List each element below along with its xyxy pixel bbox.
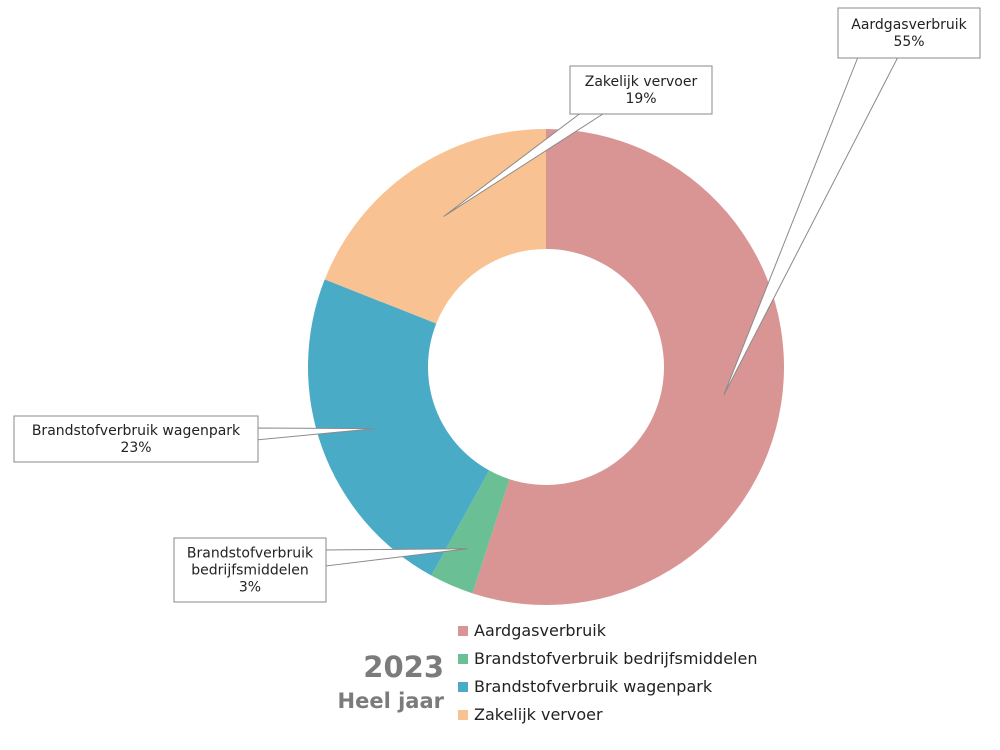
legend-label-brandstofverbruik-bedrijfsmiddelen: Brandstofverbruik bedrijfsmiddelen <box>474 649 757 668</box>
legend-label-zakelijk-vervoer: Zakelijk vervoer <box>474 705 603 724</box>
slice-aardgasverbruik <box>472 129 784 605</box>
legend-swatch-brandstofverbruik-wagenpark <box>458 682 468 692</box>
callout-value-zakelijk-vervoer: 19% <box>625 91 656 107</box>
legend-swatch-zakelijk-vervoer <box>458 710 468 720</box>
legend: Aardgasverbruik Brandstofverbruik bedrijf… <box>458 621 757 724</box>
callout-label-brandstofverbruik-wagenpark: Brandstofverbruik wagenpark <box>32 423 241 439</box>
callout-label-brandstofverbruik-bedrijfsmiddelen: Brandstofverbruik <box>187 546 314 562</box>
legend-swatch-brandstofverbruik-bedrijfsmiddelen <box>458 654 468 664</box>
callout-value-brandstofverbruik-wagenpark: 23% <box>120 440 151 456</box>
slice-zakelijk-vervoer <box>324 129 546 324</box>
callout-box-brandstofverbruik-bedrijfsmiddelen <box>173 537 327 603</box>
callout-box-aardgasverbruik <box>837 7 981 59</box>
callout-box-brandstofverbruik-wagenpark <box>13 415 259 463</box>
callout-value-brandstofverbruik-bedrijfsmiddelen: 3% <box>239 580 261 596</box>
callout-label-zakelijk-vervoer: Zakelijk vervoer <box>585 74 698 90</box>
period-label: Heel jaar <box>338 689 445 713</box>
donut-slices <box>308 129 784 605</box>
legend-label-aardgasverbruik: Aardgasverbruik <box>474 621 607 640</box>
slice-brandstofverbruik-wagenpark <box>308 279 490 576</box>
period-year: 2023 <box>363 650 444 684</box>
callout-pointer-aardgasverbruik <box>723 56 899 396</box>
callout-label-aardgasverbruik: Aardgasverbruik <box>851 17 967 33</box>
slice-brandstofverbruik-bedrijfsmiddelen <box>431 470 510 594</box>
legend-label-brandstofverbruik-wagenpark: Brandstofverbruik wagenpark <box>474 677 713 696</box>
legend-swatch-aardgasverbruik <box>458 626 468 636</box>
callout-label-brandstofverbruik-bedrijfsmiddelen: bedrijfsmiddelen <box>191 563 308 579</box>
callout-box-zakelijk-vervoer <box>569 65 713 115</box>
callout-value-aardgasverbruik: 55% <box>893 34 924 50</box>
